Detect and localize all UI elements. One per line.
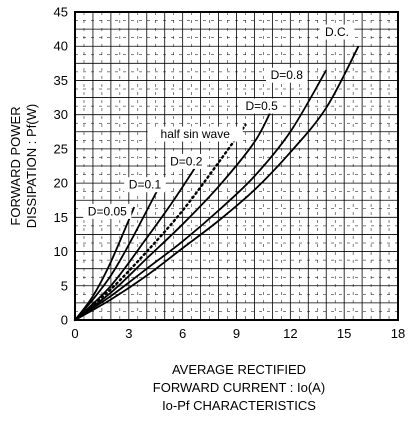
curve-label-half-sin-wave: half sin wave — [161, 127, 231, 141]
curve-label-d-0-5: D=0.5 — [245, 99, 278, 113]
curve-label-background — [124, 177, 166, 193]
curve-label-background — [83, 203, 132, 219]
x-tick-label: 18 — [391, 326, 405, 341]
x-tick-label: 15 — [337, 326, 351, 341]
y-axis-title-line2: DISSIPATION : Pf(W) — [24, 104, 39, 228]
y-tick-label: 45 — [54, 5, 68, 20]
y-tick-label: 20 — [54, 176, 68, 191]
curve-label-d-0-05: D=0.05 — [88, 204, 127, 218]
chart-caption: Io-Pf CHARACTERISTICS — [162, 398, 316, 413]
curve-label-d-c: D.C. — [325, 25, 349, 39]
y-tick-label: 5 — [61, 278, 68, 293]
x-axis-title-line2: FORWARD CURRENT : Io(A) — [153, 380, 325, 395]
x-axis-title-line1: AVERAGE RECTIFIED — [172, 362, 306, 377]
y-tick-label: 0 — [61, 313, 68, 328]
curve-label-background — [147, 126, 243, 142]
y-tick-label: 30 — [54, 107, 68, 122]
x-tick-label: 9 — [233, 326, 240, 341]
curve-label-d-0-8: D=0.8 — [271, 68, 304, 82]
y-axis-title-line1: FORWARD POWER — [8, 106, 23, 225]
curves — [73, 45, 360, 322]
x-tick-label: 12 — [283, 326, 297, 341]
curve-label-background — [319, 24, 355, 40]
curve-label-d-0-1: D=0.1 — [129, 178, 162, 192]
curve-d-0-1 — [74, 186, 161, 321]
x-tick-labels: 0 3 6 9 12 15 18 — [71, 326, 405, 341]
curve-label-background — [165, 153, 208, 169]
curve-d-c — [74, 45, 360, 321]
curve-half-sin-wave — [73, 123, 247, 322]
curve-label-d-0-2: D=0.2 — [170, 154, 203, 168]
curve-label-background — [265, 67, 308, 83]
curve-labels: D=0.05D=0.1 D=0.2 half sin wave D=0.5 D=0.8 D… — [83, 24, 355, 219]
x-tick-label: 6 — [179, 326, 186, 341]
curve-d-0-8 — [74, 69, 327, 321]
y-tick-label: 10 — [54, 244, 68, 259]
y-tick-label: 25 — [54, 141, 68, 156]
y-tick-labels: 0 5 10 15 20 25 30 35 40 45 — [54, 5, 68, 328]
y-tick-label: 40 — [54, 39, 68, 54]
x-tick-label: 0 — [71, 326, 78, 341]
curve-label-background — [240, 98, 283, 114]
curve-d-0-5 — [74, 107, 274, 321]
y-tick-label: 15 — [54, 210, 68, 225]
curve-d-0-2 — [74, 158, 202, 321]
x-tick-label: 3 — [125, 326, 132, 341]
plot-frame — [74, 11, 399, 321]
y-tick-label: 35 — [54, 73, 68, 88]
